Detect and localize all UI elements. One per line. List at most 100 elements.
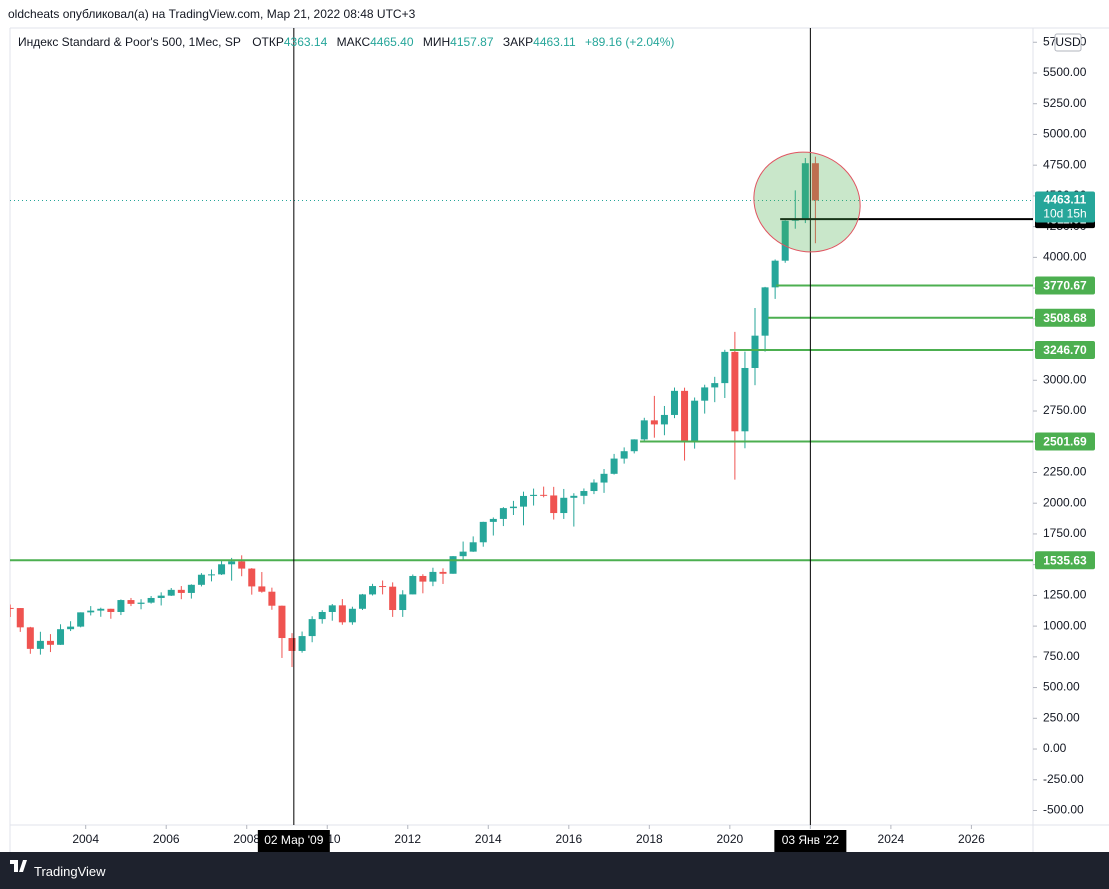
candle-body (540, 494, 548, 496)
crosshair-label: 02 Мар '09 (264, 833, 323, 847)
x-tick-label: 2006 (153, 832, 180, 846)
candle-body (258, 586, 266, 592)
legend-label: ОТКР (252, 35, 284, 49)
crosshair-label: 03 Янв '22 (782, 833, 840, 847)
level-badge (1035, 276, 1095, 295)
level-label: 1535.63 (1043, 553, 1087, 567)
crosshair-badge (774, 830, 847, 852)
y-tick-label: 1000.00 (1043, 618, 1087, 632)
footer: TradingView (34, 864, 106, 879)
candle-body (348, 608, 356, 623)
candle-body (67, 626, 75, 630)
y-tick-label: 1250.00 (1043, 588, 1087, 602)
candle-body (10, 607, 14, 609)
level-badge (1035, 551, 1095, 570)
level-label: 3508.68 (1043, 311, 1087, 325)
candle-body (338, 605, 346, 623)
candle-body (781, 220, 789, 261)
candle-body (318, 611, 326, 620)
candle-body (509, 506, 517, 509)
crosshair-badge (257, 830, 330, 852)
candle-body (328, 605, 336, 612)
candle-body (751, 335, 759, 368)
x-tick-label: 2008 (233, 832, 260, 846)
candle-body (580, 491, 588, 496)
y-tick-label: 5250.00 (1043, 96, 1087, 110)
candle-body (691, 400, 699, 441)
legend-change: +89.16 (+2.04%) (584, 35, 675, 49)
candle-body (409, 575, 417, 595)
x-tick-label: 2018 (636, 832, 663, 846)
candle-body (660, 414, 668, 425)
candle-body (811, 163, 819, 201)
y-tick-label: 3000.00 (1043, 372, 1087, 386)
candle-body (278, 605, 286, 639)
y-tick-label: 5500.00 (1043, 65, 1087, 79)
candle-body (610, 458, 618, 474)
y-tick-label: 1750.00 (1043, 526, 1087, 540)
candle-body (218, 564, 226, 575)
candle-body (630, 439, 638, 452)
candle-body (358, 594, 366, 609)
candle-body (681, 390, 689, 441)
symbol: Индекс Standard & Poor's 500, 1Мес, SP (18, 35, 241, 49)
candle-body (46, 640, 54, 645)
x-tick-label: 2024 (878, 832, 905, 846)
candle-body (600, 473, 608, 483)
x-tick-label: 2026 (958, 832, 985, 846)
x-tick-label: 2012 (394, 832, 421, 846)
candle-body (208, 574, 215, 576)
y-tick-label: 5000.00 (1043, 127, 1087, 141)
y-tick-label: 0.00 (1043, 741, 1067, 755)
legend-label: МИН (422, 35, 451, 49)
y-tick-label: 2750.00 (1043, 403, 1087, 417)
candle-body (26, 627, 34, 649)
level-label: 3770.67 (1043, 279, 1087, 293)
candle-body (479, 521, 487, 543)
candle-body (187, 584, 195, 593)
candle-body (560, 497, 568, 514)
y-tick-label: 750.00 (1043, 649, 1080, 663)
candle-body (439, 571, 447, 574)
candle-body (379, 586, 387, 588)
candle-body (228, 561, 236, 565)
currency-badge (1054, 33, 1082, 52)
candle-body (620, 451, 628, 459)
logo-icon (10, 860, 27, 872)
y-tick-label: 500.00 (1043, 680, 1080, 694)
candle-body (137, 602, 145, 604)
level-badge (1035, 308, 1095, 327)
candle-body (399, 594, 407, 611)
candle-body (459, 551, 467, 557)
candle-body (97, 608, 105, 611)
level-label: 3246.70 (1043, 343, 1087, 357)
x-tick-label: 2004 (72, 832, 99, 846)
candle-body (449, 556, 457, 574)
y-tick-label: 2000.00 (1043, 495, 1087, 509)
candle-body (640, 420, 648, 440)
y-tick-label: 4750.00 (1043, 157, 1087, 171)
candle-body (731, 351, 739, 432)
level-label: 2501.69 (1043, 435, 1087, 449)
last-price-label: 4463.11 (1044, 193, 1087, 207)
candle-body (197, 574, 205, 585)
highlight-ellipse (753, 151, 861, 253)
candle-body (308, 619, 316, 637)
legend-value: 4363.14 (283, 35, 328, 49)
legend-value: 4157.87 (450, 35, 494, 49)
candle-body (157, 595, 165, 598)
y-tick-label: 2250.00 (1043, 465, 1087, 479)
candle-body (57, 629, 65, 645)
candle-body (127, 600, 135, 604)
candle-body (530, 494, 538, 496)
countdown-label: 10d 15h (1043, 207, 1086, 221)
candle-body (741, 367, 749, 432)
y-tick-label: 4000.00 (1043, 250, 1087, 264)
candle-body (248, 568, 256, 587)
legend-label: ЗАКР (502, 35, 534, 49)
level-badge (1035, 340, 1095, 359)
candle-body (117, 600, 125, 612)
candle-body (650, 420, 658, 425)
candle-body (570, 495, 578, 498)
